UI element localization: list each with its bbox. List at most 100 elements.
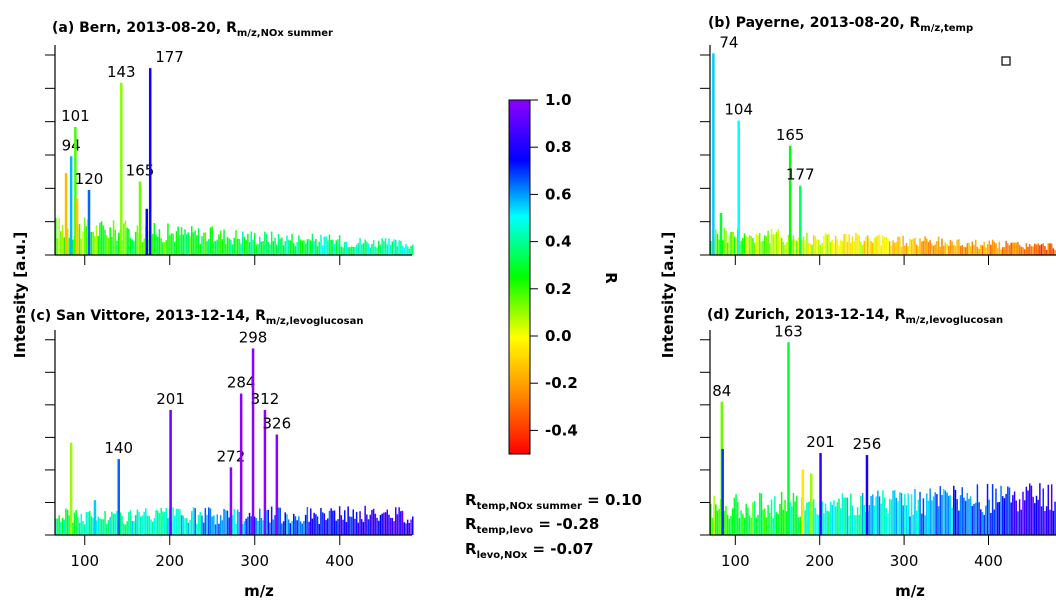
spectrum-bar bbox=[221, 239, 224, 255]
panel-title-c: (c) San Vittore, 2013-12-14, Rm/z,levogl… bbox=[30, 308, 363, 327]
spectrum-bar bbox=[1039, 483, 1041, 535]
peak-bar bbox=[75, 198, 79, 255]
spectrum-bar bbox=[337, 519, 339, 535]
spectrum-bar bbox=[277, 234, 280, 255]
spectrum-bar bbox=[204, 232, 207, 255]
spectrum-bar bbox=[715, 504, 717, 535]
spectrum-bar bbox=[270, 506, 273, 535]
spectrum-bar bbox=[301, 240, 303, 255]
spectrum-bar bbox=[384, 512, 387, 535]
spectrum-bar bbox=[304, 514, 307, 535]
spectrum-bar bbox=[391, 517, 394, 535]
spectrum-bar bbox=[369, 247, 371, 255]
spectrum-bar bbox=[182, 515, 184, 535]
spectrum-bar bbox=[361, 519, 363, 535]
panel-title-a: (a) Bern, 2013-08-20, Rm/z,NOx summer bbox=[52, 20, 333, 39]
peak-bar bbox=[819, 453, 822, 535]
spectrum-bar bbox=[726, 514, 729, 535]
peak-label: 312 bbox=[251, 390, 280, 408]
spectrum-bar bbox=[1020, 509, 1023, 535]
spectrum-bar bbox=[765, 517, 768, 535]
spectrum-bar bbox=[710, 241, 712, 255]
peak-label: 298 bbox=[239, 328, 268, 346]
spectrum-bar bbox=[878, 496, 881, 535]
spectrum-bar bbox=[791, 239, 793, 255]
spectrum-bar bbox=[243, 236, 246, 255]
spectrum-bar bbox=[63, 237, 65, 255]
spectrum-bar bbox=[236, 509, 239, 535]
spectrum-bar bbox=[386, 509, 388, 535]
spectrum-bar bbox=[963, 246, 965, 255]
spectrum-bar bbox=[1045, 249, 1048, 255]
spectrum-bar bbox=[359, 511, 361, 535]
spectrum-bar bbox=[158, 513, 161, 535]
spectrum-bar bbox=[248, 512, 251, 535]
spectrum-bar bbox=[172, 507, 174, 535]
spectrum-bar bbox=[287, 519, 290, 535]
peak-bar bbox=[719, 213, 723, 255]
spectrum-bar bbox=[877, 235, 879, 255]
spectrum-bar bbox=[762, 509, 764, 535]
spectrum-bar bbox=[114, 229, 116, 255]
spectrum-bar bbox=[752, 502, 754, 535]
peak-label: 94 bbox=[62, 136, 81, 154]
spectrum-bar bbox=[924, 236, 926, 255]
spectrum-bar bbox=[332, 239, 334, 255]
spectrum-bar bbox=[99, 222, 101, 255]
spectrum-bar bbox=[1047, 243, 1050, 255]
spectrum-bar bbox=[966, 243, 969, 255]
spectrum-bar bbox=[228, 517, 230, 535]
spectrum-bar bbox=[214, 524, 217, 535]
spectrum-bar bbox=[95, 520, 98, 535]
spectrum-bar bbox=[406, 519, 409, 535]
spectrum-bar bbox=[321, 512, 324, 535]
spectrum-bar bbox=[136, 225, 139, 255]
spectrum-bar bbox=[82, 231, 84, 255]
panel-title-b: (b) Payerne, 2013-08-20, Rm/z,temp bbox=[708, 15, 973, 34]
spectrum-bar bbox=[1018, 499, 1021, 535]
spectrum-bar bbox=[777, 513, 779, 535]
spectrum-bar bbox=[116, 240, 118, 255]
spectrum-bar bbox=[289, 240, 292, 255]
spectrum-bar bbox=[710, 503, 712, 535]
spectrum-bar bbox=[946, 492, 948, 535]
spectrum-bar bbox=[855, 232, 857, 255]
spectrum-bar bbox=[141, 241, 144, 255]
spectrum-bar bbox=[114, 513, 116, 535]
spectrum-bar bbox=[184, 229, 186, 255]
spectrum-bar bbox=[1037, 499, 1039, 535]
spectrum-bar bbox=[162, 511, 164, 535]
spectrum-bar bbox=[796, 495, 798, 535]
spectrum-bar bbox=[321, 245, 324, 255]
peak-label: 201 bbox=[156, 390, 185, 408]
spectrum-bar bbox=[344, 241, 346, 255]
spectrum-bar bbox=[855, 515, 857, 535]
spectrum-bar bbox=[243, 521, 246, 535]
spectrum-bar bbox=[395, 507, 397, 535]
spectrum-bar bbox=[68, 515, 71, 535]
spectrum-bar bbox=[1045, 506, 1048, 535]
spectrum-bar bbox=[892, 490, 894, 535]
spectrum-bar bbox=[809, 243, 812, 255]
spectrum-bar bbox=[293, 243, 295, 255]
spectrum-bar bbox=[836, 502, 839, 535]
spectrum-bar bbox=[1022, 491, 1024, 535]
peak-bar bbox=[788, 145, 792, 255]
spectrum-bar bbox=[1052, 510, 1055, 535]
spectrum-bar bbox=[185, 517, 188, 535]
spectrum-bar bbox=[325, 520, 327, 535]
spectrum-bar bbox=[218, 523, 220, 535]
spectrum-bar bbox=[861, 244, 864, 255]
spectrum-bar bbox=[97, 516, 99, 535]
spectrum-bar bbox=[986, 483, 989, 535]
peak-label: 74 bbox=[719, 33, 738, 51]
spectrum-bar bbox=[330, 508, 332, 535]
x-tick-label: 200 bbox=[805, 552, 834, 570]
spectrum-bar bbox=[129, 510, 132, 535]
spectrum-bar bbox=[304, 243, 307, 255]
spectrum-bar bbox=[242, 231, 244, 255]
spectrum-bar bbox=[929, 239, 931, 255]
spectrum-bar bbox=[907, 493, 909, 535]
spectrum-bar bbox=[90, 516, 93, 535]
